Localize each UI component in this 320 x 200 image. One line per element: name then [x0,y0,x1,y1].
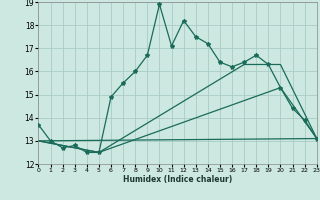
X-axis label: Humidex (Indice chaleur): Humidex (Indice chaleur) [123,175,232,184]
